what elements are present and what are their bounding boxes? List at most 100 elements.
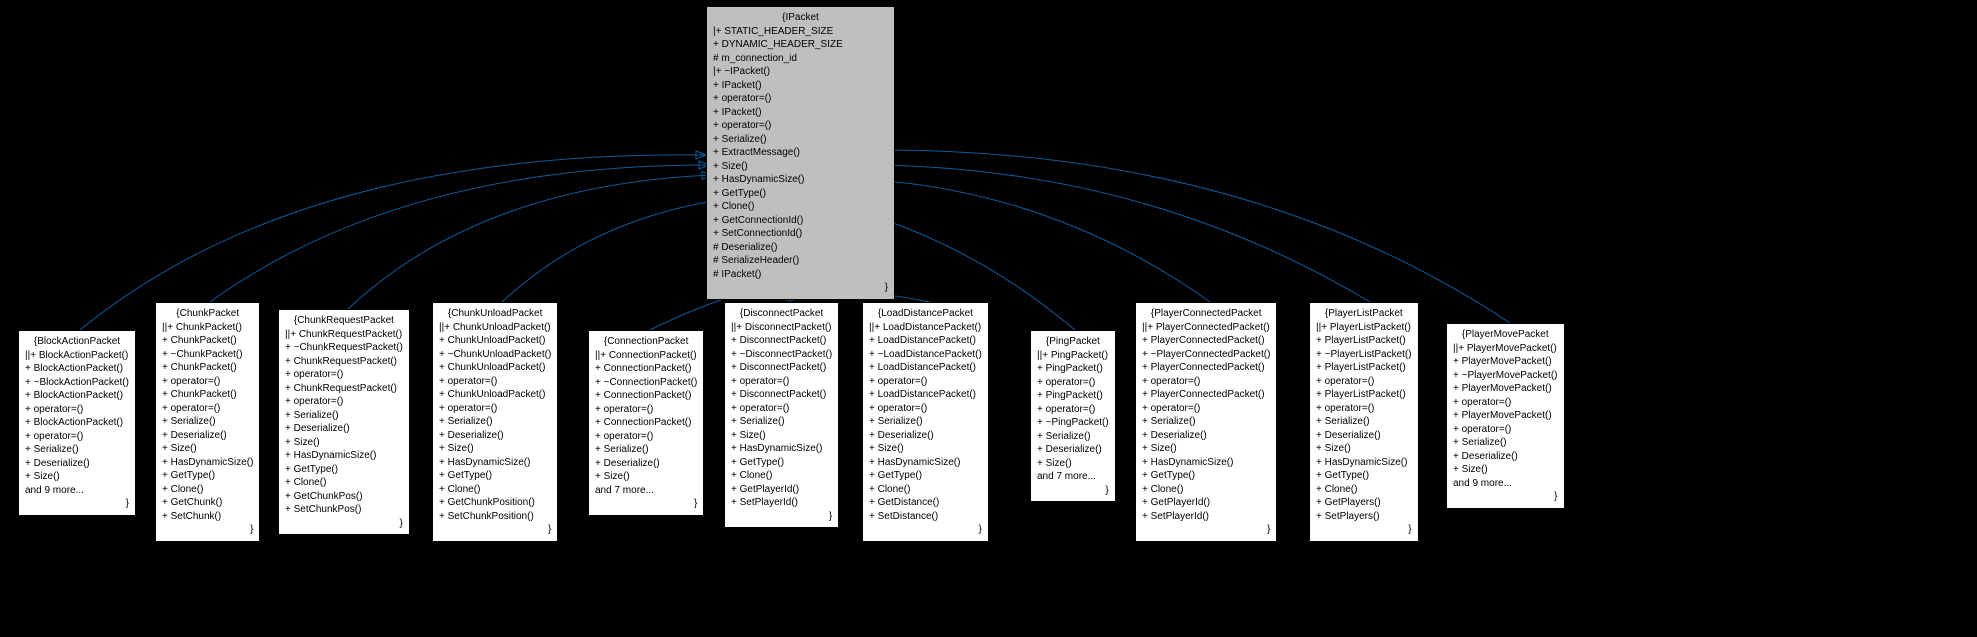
uml-member-line: + GetType() bbox=[285, 463, 403, 477]
uml-member-line: + operator=() bbox=[731, 402, 832, 416]
uml-member-line: + ChunkPacket() bbox=[162, 361, 253, 375]
inheritance-edge bbox=[881, 150, 1510, 323]
uml-member-line: + Size() bbox=[162, 442, 253, 456]
uml-member-line: + Size() bbox=[1037, 457, 1109, 471]
uml-member-line: + PlayerConnectedPacket() bbox=[1142, 388, 1270, 402]
uml-member-line: + operator=() bbox=[869, 375, 982, 389]
uml-member-line: + Serialize() bbox=[713, 133, 888, 147]
uml-member-line: + Deserialize() bbox=[25, 457, 129, 471]
uml-member-line: + Serialize() bbox=[1037, 430, 1109, 444]
uml-member-line: ||+ ConnectionPacket() bbox=[595, 349, 697, 363]
uml-class-pingpacket: {PingPacket||+ PingPacket()+ PingPacket(… bbox=[1030, 330, 1116, 502]
uml-member-line: + operator=() bbox=[439, 375, 551, 389]
uml-member-line: + operator=() bbox=[869, 402, 982, 416]
uml-member-line: {LoadDistancePacket bbox=[869, 307, 982, 321]
uml-member-line: and 7 more... bbox=[595, 484, 697, 498]
uml-member-line: {PlayerConnectedPacket bbox=[1142, 307, 1270, 321]
uml-member-line: + Size() bbox=[731, 429, 832, 443]
uml-member-line: + HasDynamicSize() bbox=[285, 449, 403, 463]
uml-member-line: + SetChunkPos() bbox=[285, 503, 403, 517]
uml-member-line: + GetDistance() bbox=[869, 496, 982, 510]
uml-member-line: {ConnectionPacket bbox=[595, 335, 697, 349]
uml-member-line: + IPacket() bbox=[713, 79, 888, 93]
uml-member-line: + Size() bbox=[595, 470, 697, 484]
uml-member-line: + SetPlayerId() bbox=[731, 496, 832, 510]
uml-member-line: # IPacket() bbox=[713, 268, 888, 282]
uml-member-line: + Clone() bbox=[869, 483, 982, 497]
uml-member-line: {ChunkPacket bbox=[162, 307, 253, 321]
uml-member-line: + operator=() bbox=[439, 402, 551, 416]
uml-member-line: + GetConnectionId() bbox=[713, 214, 888, 228]
uml-member-line: + Deserialize() bbox=[285, 422, 403, 436]
uml-member-line: {ChunkRequestPacket bbox=[285, 314, 403, 328]
uml-class-disconnectpacket: {DisconnectPacket||+ DisconnectPacket()+… bbox=[724, 302, 839, 528]
uml-member-line: {PlayerListPacket bbox=[1316, 307, 1412, 321]
uml-member-line: {PingPacket bbox=[1037, 335, 1109, 349]
uml-member-line: + LoadDistancePacket() bbox=[869, 388, 982, 402]
uml-member-line: + DisconnectPacket() bbox=[731, 388, 832, 402]
inheritance-edge bbox=[210, 165, 709, 302]
uml-member-line: + Deserialize() bbox=[1453, 450, 1558, 464]
uml-class-blockactionpacket: {BlockActionPacket||+ BlockActionPacket(… bbox=[18, 330, 136, 516]
uml-member-line: + Size() bbox=[25, 470, 129, 484]
uml-class-chunkpacket: {ChunkPacket||+ ChunkPacket()+ ChunkPack… bbox=[155, 302, 260, 542]
uml-member-line: + Size() bbox=[439, 442, 551, 456]
uml-member-line: + ~LoadDistancePacket() bbox=[869, 348, 982, 362]
uml-member-line: + PlayerMovePacket() bbox=[1453, 409, 1558, 423]
uml-member-line: + ~ChunkRequestPacket() bbox=[285, 341, 403, 355]
uml-member-line: ||+ ChunkRequestPacket() bbox=[285, 328, 403, 342]
uml-member-line: + operator=() bbox=[1453, 396, 1558, 410]
uml-member-line: + operator=() bbox=[713, 92, 888, 106]
uml-member-line: + ChunkUnloadPacket() bbox=[439, 361, 551, 375]
uml-member-line: ||+ BlockActionPacket() bbox=[25, 349, 129, 363]
uml-close-brace: } bbox=[869, 523, 982, 537]
uml-close-brace: } bbox=[595, 497, 697, 511]
uml-member-line: + SetPlayers() bbox=[1316, 510, 1412, 524]
uml-member-line: + GetChunkPosition() bbox=[439, 496, 551, 510]
uml-member-line: + ~PlayerMovePacket() bbox=[1453, 369, 1558, 383]
uml-class-ipacket: {IPacket|+ STATIC_HEADER_SIZE+ DYNAMIC_H… bbox=[706, 6, 895, 300]
uml-member-line: + Deserialize() bbox=[1037, 443, 1109, 457]
uml-close-brace: } bbox=[1142, 523, 1270, 537]
uml-member-line: + Deserialize() bbox=[439, 429, 551, 443]
uml-member-line: + DisconnectPacket() bbox=[731, 334, 832, 348]
uml-member-line: ||+ PlayerConnectedPacket() bbox=[1142, 321, 1270, 335]
uml-class-connectionpacket: {ConnectionPacket||+ ConnectionPacket() +… bbox=[588, 330, 704, 516]
uml-member-line: + ExtractMessage() bbox=[713, 146, 888, 160]
uml-class-playermovepacket: {PlayerMovePacket||+ PlayerMovePacket()+… bbox=[1446, 323, 1565, 509]
uml-member-line: + ~ChunkPacket() bbox=[162, 348, 253, 362]
uml-close-brace: } bbox=[25, 497, 129, 511]
uml-member-line: + DYNAMIC_HEADER_SIZE bbox=[713, 38, 888, 52]
uml-member-line: + GetType() bbox=[1142, 469, 1270, 483]
uml-member-line: + GetPlayers() bbox=[1316, 496, 1412, 510]
uml-member-line: + GetType() bbox=[162, 469, 253, 483]
uml-member-line: {ChunkUnloadPacket bbox=[439, 307, 551, 321]
uml-member-line: + SetChunk() bbox=[162, 510, 253, 524]
uml-member-line: + SetDistance() bbox=[869, 510, 982, 524]
uml-member-line: + operator=() bbox=[1142, 375, 1270, 389]
uml-member-line: + Clone() bbox=[1142, 483, 1270, 497]
uml-member-line: + SetPlayerId() bbox=[1142, 510, 1270, 524]
uml-member-line: + GetPlayerId() bbox=[731, 483, 832, 497]
uml-member-line: + Deserialize() bbox=[595, 457, 697, 471]
uml-member-line: + SetConnectionId() bbox=[713, 227, 888, 241]
uml-member-line: + Clone() bbox=[731, 469, 832, 483]
uml-member-line: + GetType() bbox=[1316, 469, 1412, 483]
uml-member-line: + HasDynamicSize() bbox=[731, 442, 832, 456]
uml-member-line: {BlockActionPacket bbox=[25, 335, 129, 349]
uml-member-line: + BlockActionPacket() bbox=[25, 416, 129, 430]
uml-member-line: + LoadDistancePacket() bbox=[869, 361, 982, 375]
uml-member-line: + HasDynamicSize() bbox=[162, 456, 253, 470]
uml-member-line: + ChunkUnloadPacket() bbox=[439, 388, 551, 402]
uml-member-line: + HasDynamicSize() bbox=[1316, 456, 1412, 470]
uml-member-line: {DisconnectPacket bbox=[731, 307, 832, 321]
uml-member-line: + operator=() bbox=[1142, 402, 1270, 416]
uml-member-line: + Serialize() bbox=[1142, 415, 1270, 429]
uml-member-line: + PlayerMovePacket() bbox=[1453, 382, 1558, 396]
uml-member-line: + ConnectionPacket() bbox=[595, 416, 697, 430]
uml-member-line: + operator=() bbox=[162, 402, 253, 416]
uml-member-line: + ChunkUnloadPacket() bbox=[439, 334, 551, 348]
uml-member-line: and 9 more... bbox=[25, 484, 129, 498]
uml-member-line: + Deserialize() bbox=[1142, 429, 1270, 443]
uml-member-line: + operator=() bbox=[25, 403, 129, 417]
